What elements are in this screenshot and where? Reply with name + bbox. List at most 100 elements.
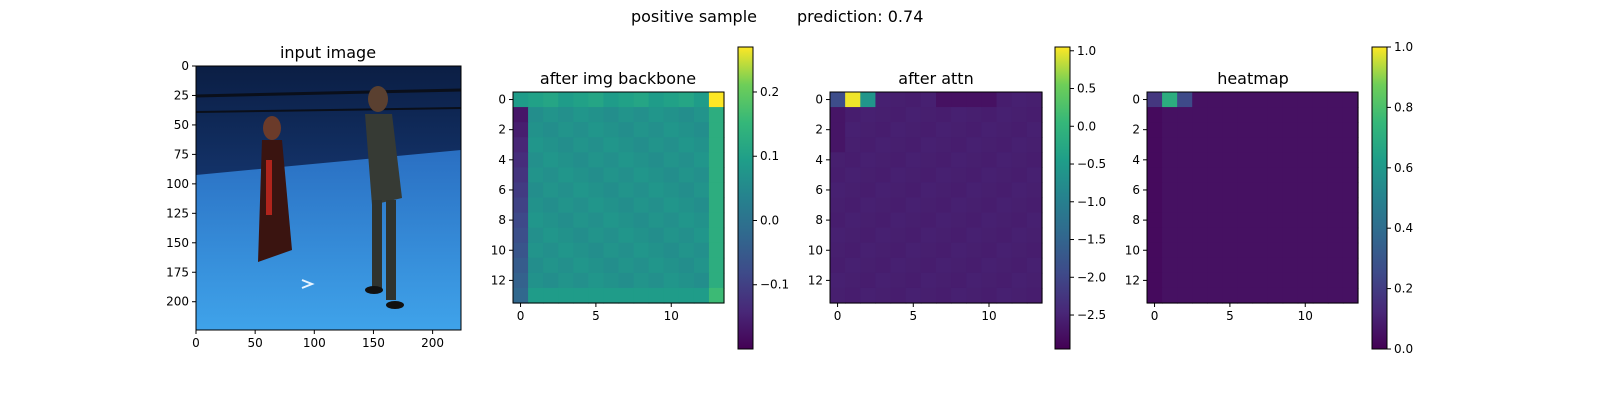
x-tick-label: 10	[1298, 309, 1313, 323]
heatmap-cell	[1312, 227, 1329, 244]
heatmap-cell	[1297, 92, 1314, 108]
heatmap-cell	[1267, 122, 1284, 138]
heatmap-cell	[1026, 242, 1043, 259]
panel-title: input image	[280, 43, 376, 62]
heatmap-cell	[1162, 272, 1178, 289]
heatmap-cell	[1026, 167, 1043, 184]
heatmap-cell	[966, 287, 983, 304]
heatmap-cell	[558, 287, 574, 304]
heatmap-cell	[875, 242, 892, 259]
heatmap-cell	[1026, 212, 1043, 229]
heatmap-cell	[678, 122, 695, 138]
colorbar-tick-label: 0.0	[1394, 342, 1413, 356]
heatmap-cell	[588, 272, 605, 289]
heatmap-cell	[845, 167, 861, 184]
y-tick-label: 6	[815, 183, 823, 197]
heatmap-cell	[1207, 287, 1223, 304]
heatmap-cell	[875, 287, 892, 304]
heatmap-cell	[1147, 167, 1163, 184]
heatmap-cell	[1011, 272, 1028, 289]
heatmap-cell	[1147, 212, 1163, 229]
heatmap-cell	[890, 167, 907, 184]
heatmap-cell	[543, 272, 559, 289]
x-tick-label: 200	[421, 336, 444, 350]
heatmap-cell	[1162, 197, 1178, 214]
colorbar-tick-label: 0.2	[1394, 282, 1413, 296]
heatmap-cell	[845, 197, 861, 214]
heatmap-cell	[558, 107, 574, 123]
heatmap-cell	[1282, 197, 1299, 214]
heatmap-cell	[1267, 167, 1284, 184]
heatmap-cell	[708, 182, 725, 199]
y-tick-label: 12	[1125, 273, 1140, 287]
heatmap-cell	[951, 122, 967, 138]
heatmap-cell	[1312, 287, 1329, 304]
heatmap-cell	[588, 152, 605, 168]
heatmap-cell	[1222, 197, 1239, 214]
y-tick-label: 10	[491, 243, 506, 257]
y-tick-label: 4	[815, 153, 823, 167]
heatmap-cell	[528, 272, 544, 289]
heatmap-cell	[693, 197, 710, 214]
x-tick-label: 5	[592, 309, 600, 323]
heatmap-cell	[633, 287, 650, 304]
heatmap-cell	[693, 242, 710, 259]
heatmap-cell	[966, 242, 983, 259]
heatmap-cell	[905, 272, 922, 289]
heatmap-cell	[513, 227, 529, 244]
heatmap-cell	[1162, 107, 1178, 123]
heatmap-cell	[708, 137, 725, 153]
heatmap-cell	[951, 92, 967, 108]
heatmap-cell	[528, 107, 544, 123]
panel-after-img-backbone: after img backbone 0 5 10 0 2 4 6 8 10 12 0.2 0.1…	[491, 46, 789, 350]
heatmap-cell	[573, 242, 589, 259]
heatmap-cell	[1267, 257, 1284, 274]
heatmap-cell	[633, 242, 650, 259]
heatmap-cell	[558, 272, 574, 289]
colorbar-tick-label: 0.5	[1077, 82, 1096, 96]
heatmap-cell	[1207, 137, 1223, 153]
x-tick-label: 0	[834, 309, 842, 323]
heatmap-cell	[1342, 167, 1359, 184]
panel-after-attn: after attn 0 5 10 0 2 4 6 8 10 12 1.0 0.5 0.0 −0.5 −…	[808, 44, 1106, 350]
heatmap-cell	[1327, 152, 1344, 168]
heatmap-cell	[905, 122, 922, 138]
heatmap-cell	[920, 167, 937, 184]
heatmap-cell	[618, 197, 635, 214]
heatmap-cell	[1177, 227, 1193, 244]
heatmap-cell	[1342, 212, 1359, 229]
colorbar-tick-label: 0.0	[1077, 119, 1096, 133]
heatmap-cell	[708, 107, 725, 123]
heatmap-cell	[1177, 197, 1193, 214]
heatmap-cell	[981, 107, 998, 123]
heatmap-cell	[528, 167, 544, 184]
heatmap-cell	[693, 122, 710, 138]
heatmap-cell	[1192, 242, 1208, 259]
heatmap-cell	[1297, 167, 1314, 184]
heatmap-cell	[936, 92, 952, 108]
heatmap-cell	[1222, 152, 1239, 168]
heatmap-cell	[890, 122, 907, 138]
heatmap-cell	[845, 227, 861, 244]
heatmap-cell	[1252, 242, 1269, 259]
heatmap-cell	[1162, 122, 1178, 138]
heatmap-cell	[830, 167, 846, 184]
heatmap-cell	[890, 242, 907, 259]
heatmap-cell	[875, 212, 892, 229]
heatmap-cell	[845, 122, 861, 138]
heatmap-cell	[860, 197, 877, 214]
heatmap-cell	[951, 287, 967, 304]
heatmap-cell	[1026, 107, 1043, 123]
heatmap-cell	[648, 152, 665, 168]
heatmap-cell	[543, 212, 559, 229]
heatmap-cell	[920, 212, 937, 229]
heatmap-cell	[1192, 92, 1208, 108]
heatmap-cell	[528, 197, 544, 214]
heatmap-cell	[1252, 212, 1269, 229]
heatmap-cell	[558, 167, 574, 184]
heatmap-cell	[1222, 257, 1239, 274]
heatmap-cell	[951, 227, 967, 244]
heatmap-cell	[1267, 92, 1284, 108]
heatmap-cell	[1327, 167, 1344, 184]
heatmap-cell	[1147, 242, 1163, 259]
